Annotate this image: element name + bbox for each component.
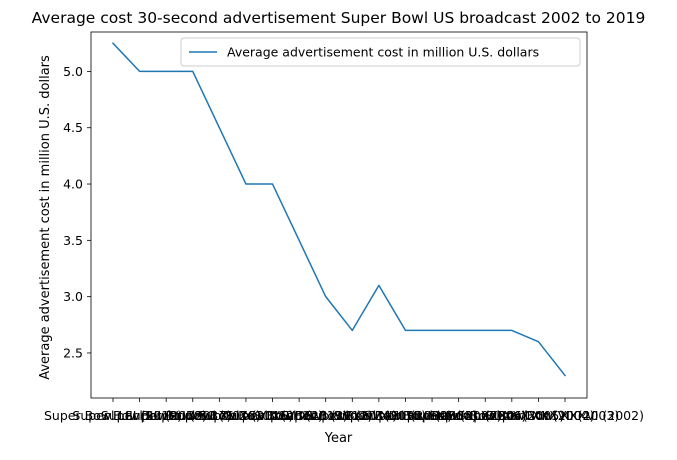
x-tick-label: Super Bowl XXXIX (2005) (406, 408, 564, 423)
y-tick-label: 4.5 (63, 120, 83, 135)
y-axis-label: Average advertisement cost in million U.… (38, 55, 53, 380)
plot-frame (90, 31, 588, 399)
legend-box (180, 37, 581, 67)
legend-label: Average advertisement cost in million U.… (227, 45, 539, 60)
x-tick-label: Super Bowl XLI (2007) (362, 408, 501, 423)
x-tick-label: Super Bowl XXXVIII (2004) (429, 408, 594, 423)
x-tick-label: Super Bowl XLIV (2010) (278, 408, 426, 423)
y-tick-label: 3.5 (63, 233, 83, 248)
y-tick-label: 2.5 (63, 345, 83, 360)
x-tick-label: Super Bowl LI (2017) (101, 408, 232, 423)
x-tick-label: Super Bowl XLIII (2009) (306, 408, 453, 423)
x-tick-label: Super Bowl XL (2006) (391, 408, 527, 423)
x-tick-label: Super Bowl XLIX (2015) (145, 408, 293, 423)
y-tick-label: 3.0 (63, 289, 83, 304)
x-tick-label: Super Bowl XLII (2008) (334, 408, 477, 423)
plot-area: 2.5 3.0 3.5 4.0 4.5 5.0 Super Bowl LIII (2019)… (44, 31, 644, 423)
chart-title: Average cost 30-second advertisement Sup… (32, 9, 646, 27)
x-tick-label: Super Bowl XLV (2011) (254, 408, 397, 423)
x-tick-label: Super Bowl 50 (2016) (125, 408, 261, 423)
x-tick-label: Super Bowl LIII (2019) (44, 408, 182, 423)
x-tick-label: Super Bowl XLVII (2013) (197, 408, 347, 423)
x-axis-label: Year (324, 431, 353, 446)
legend: Average advertisement cost in million U.… (180, 37, 581, 67)
x-tick-label: Super Bowl XXXVII (2003) (458, 408, 620, 423)
series-line (111, 42, 567, 377)
y-tick-label: 5.0 (63, 64, 83, 79)
x-tick-label: Super Bowl XXXVI (2002) (486, 408, 644, 423)
x-tick-label: Super Bowl XLVI (2012) (226, 408, 372, 423)
x-tick-label: Super Bowl LII (2018) (72, 408, 206, 423)
y-tick-label: 4.0 (63, 177, 83, 192)
x-tick-label: Super Bowl XLVIII (2014) (169, 408, 323, 423)
